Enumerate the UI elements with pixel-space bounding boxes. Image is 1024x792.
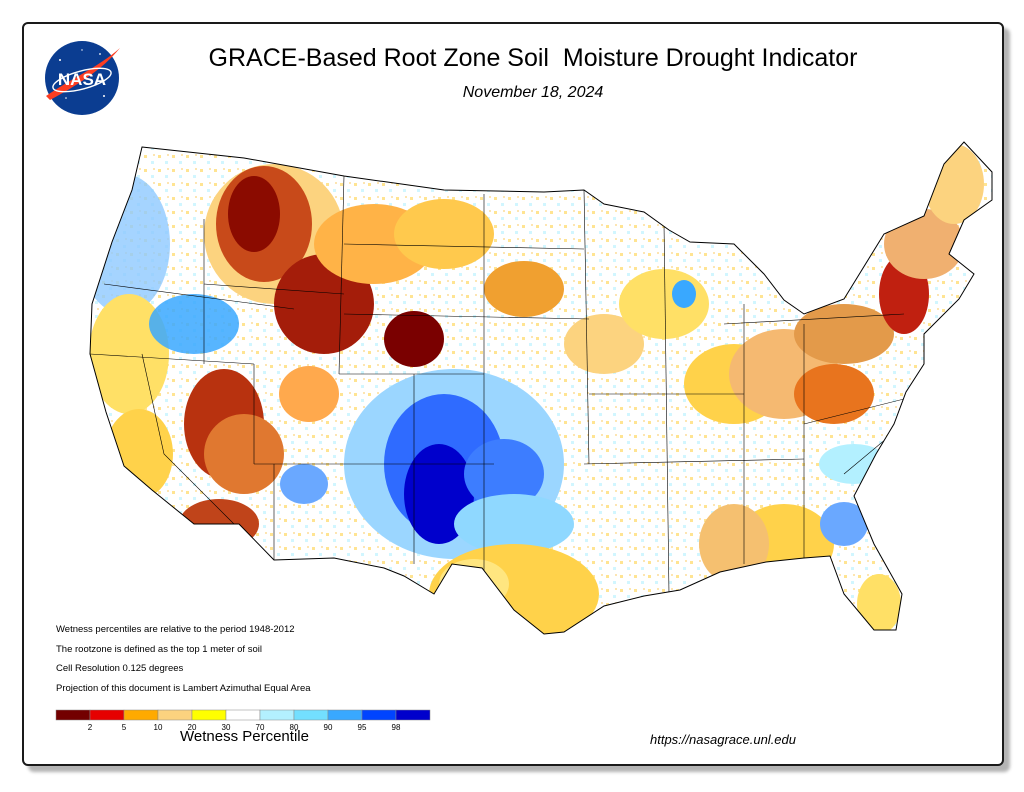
map-date: November 18, 2024 <box>462 84 604 101</box>
legend-swatch <box>89 709 125 721</box>
legend-tick-label: 10 <box>154 723 163 732</box>
legend-tick-label: 98 <box>392 723 401 732</box>
legend-tick-label: 2 <box>88 723 93 732</box>
legend-swatch <box>123 709 159 721</box>
legend-swatch <box>327 709 363 721</box>
legend-tick-label: 95 <box>358 723 367 732</box>
legend-tick-label: 5 <box>122 723 127 732</box>
note-line: Cell Resolution 0.125 degrees <box>56 663 184 674</box>
drought-raster <box>90 142 992 634</box>
legend-tick-label: 70 <box>256 723 265 732</box>
svg-text:NASA: NASA <box>58 70 106 89</box>
legend-swatch <box>225 709 261 721</box>
legend-swatch <box>157 709 193 721</box>
legend-swatch <box>361 709 397 721</box>
legend-swatch <box>55 709 91 721</box>
legend-colorbar: 2 5 10 20 30 70 80 90 95 98 <box>55 709 431 732</box>
map-title: GRACE-Based Root Zone Soil Moisture Drou… <box>208 44 858 72</box>
legend-tick-label: 80 <box>290 723 299 732</box>
legend-swatch <box>259 709 295 721</box>
source-url: https://nasagrace.unl.edu <box>650 732 796 747</box>
legend-tick-label: 90 <box>324 723 333 732</box>
legend-swatch <box>191 709 227 721</box>
map-card: NASA GRACE-Based Root Zone Soil Moisture… <box>22 22 1004 766</box>
legend-swatch <box>293 709 329 721</box>
legend-swatch <box>395 709 431 721</box>
legend-tick-label: 20 <box>188 723 197 732</box>
nasa-logo: NASA <box>45 41 120 115</box>
legend-tick-label: 30 <box>222 723 231 732</box>
us-drought-map <box>89 141 993 635</box>
legend-label: Wetness Percentile <box>180 728 309 745</box>
map-notes: Wetness percentiles are relative to the … <box>56 624 311 702</box>
note-line: The rootzone is defined as the top 1 met… <box>56 643 262 655</box>
note-line: Wetness percentiles are relative to the … <box>56 624 295 635</box>
note-line: Projection of this document is Lambert A… <box>56 682 311 694</box>
